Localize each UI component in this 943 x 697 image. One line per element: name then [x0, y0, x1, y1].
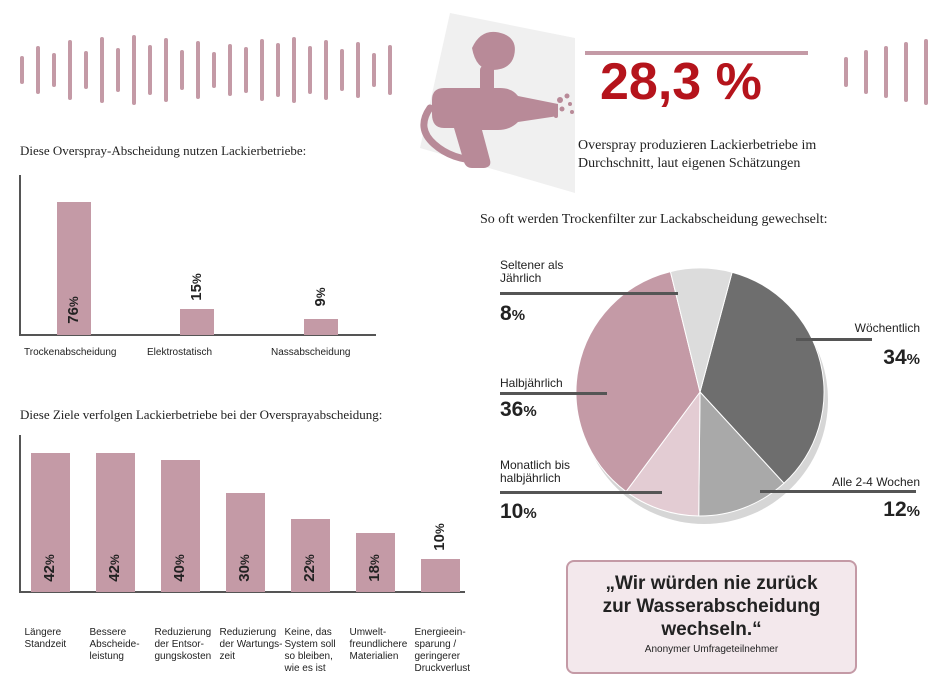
chart1-title: Diese Overspray-Abscheidung nutzen Lacki… — [20, 143, 307, 158]
quote-line3: wechseln.“ — [661, 619, 762, 640]
decorative-bar — [292, 37, 296, 103]
chart1-x-axis — [19, 334, 376, 336]
chart2-category-label: Umwelt-freundlichere Materialien — [349, 627, 408, 662]
chart2-bar-value: 40% — [171, 554, 188, 582]
decorative-bar — [308, 46, 312, 94]
decorative-bar — [132, 35, 136, 105]
chart1-y-axis — [19, 175, 21, 335]
decorative-bar — [864, 50, 868, 94]
chart2-category-label: Reduzierung der Entsor-gungskosten — [154, 627, 212, 662]
chart2-bar — [420, 558, 460, 592]
pie-slice-label: Alle 2-4 Wochen — [832, 475, 920, 489]
decorative-bar — [388, 45, 392, 95]
decorative-bar — [100, 37, 104, 103]
decorative-bar — [340, 49, 344, 91]
chart2-x-axis — [19, 591, 465, 593]
quote-line1: „Wir würden nie zurück — [605, 573, 818, 594]
decorative-bar — [904, 42, 908, 102]
quote-line2: zur Wasserabscheidung — [602, 596, 821, 617]
chart1-category-label: Trockenabscheidung — [24, 347, 117, 358]
chart2: 42% Längere Standzeit 42% Bessere Abscheide-l… — [0, 430, 470, 690]
chart1-category-label: Nassabscheidung — [271, 347, 351, 358]
pie-slice — [698, 390, 785, 517]
decorative-bar — [884, 46, 888, 98]
decorative-bar — [20, 56, 24, 84]
quote-box: „Wir würden nie zurück zur Wasserabschei… — [566, 560, 857, 674]
pie-slice-value: 8% — [500, 302, 526, 325]
spray-gun-icon — [420, 13, 575, 193]
chart2-category-label: Bessere Abscheide-leistung — [89, 627, 140, 662]
decorative-bar — [844, 57, 848, 87]
decorative-bar — [164, 38, 168, 102]
headline-rule — [585, 51, 808, 55]
chart2-category-label: Keine, das System soll so bleiben, wie es i… — [284, 627, 336, 674]
decorative-bar — [116, 48, 120, 92]
chart1-bar — [180, 308, 214, 335]
decorative-bars-right — [830, 0, 943, 110]
chart2-bar — [30, 453, 70, 592]
pie-slice-value: 36% — [500, 398, 537, 421]
decorative-bar — [372, 53, 376, 87]
pie-chart — [570, 262, 840, 542]
decorative-bar — [84, 51, 88, 89]
pie-title: So oft werden Trockenfilter zur Lackabsc… — [480, 212, 828, 227]
pie-slice — [575, 270, 701, 493]
headline-caption-line1: Overspray produzieren Lackierbetriebe im — [578, 138, 817, 153]
decorative-bar — [356, 42, 360, 98]
chart2-y-axis — [19, 435, 21, 593]
chart2-bar-value: 42% — [41, 554, 58, 582]
decorative-bar — [148, 45, 152, 95]
pie-slice-value: 34% — [883, 346, 920, 369]
chart2-bar-value: 22% — [301, 554, 318, 582]
chart1-bar-value: 15% — [188, 273, 205, 301]
chart2-bar — [95, 453, 135, 592]
decorative-bar — [924, 39, 928, 105]
pie-slice — [699, 271, 825, 484]
chart1: 76% Trockenabscheidung 15% Elektrostatisch 9… — [0, 170, 400, 370]
pie-slice-label: Seltener als Jährlich — [500, 258, 564, 285]
chart2-bar-value: 10% — [431, 523, 448, 551]
decorative-bar — [260, 39, 264, 101]
pie-slice-value: 12% — [883, 498, 920, 521]
chart2-bar-value: 30% — [236, 554, 253, 582]
decorative-bar — [36, 46, 40, 94]
pie-slice-value: 10% — [500, 500, 537, 523]
chart2-category-label: Reduzierung der Wartungs-zeit — [219, 627, 283, 662]
chart1-bar-value: 76% — [65, 296, 82, 324]
headline-value: 28,3 % — [600, 53, 762, 111]
chart2-bar-value: 18% — [366, 554, 383, 582]
decorative-bar — [212, 52, 216, 88]
pie-slice-label: Wöchentlich — [854, 321, 920, 335]
chart2-category-label: Energieein-sparung / geringerer Druckverlu… — [414, 627, 471, 674]
decorative-bar — [180, 50, 184, 90]
chart1-bar — [57, 202, 91, 335]
pie-svg — [575, 267, 828, 524]
chart2-bar — [225, 492, 265, 592]
decorative-bar — [68, 40, 72, 100]
decorative-bar — [276, 43, 280, 97]
pie-slice-label: Halbjährlich — [500, 376, 563, 390]
spray-gun-illustration — [410, 8, 580, 193]
chart1-bar-value: 9% — [312, 287, 329, 307]
chart2-bar-value: 42% — [106, 554, 123, 582]
decorative-bar — [196, 41, 200, 99]
chart2-title: Diese Ziele verfolgen Lackierbetriebe be… — [20, 407, 383, 422]
chart2-bar — [160, 459, 200, 592]
decorative-bar — [52, 53, 56, 87]
chart2-bar — [290, 519, 330, 592]
pie-slice — [669, 267, 733, 393]
decorative-bar — [324, 40, 328, 100]
decorative-bar — [244, 47, 248, 93]
decorative-bars-left — [0, 0, 420, 110]
pie-slice-label: Monatlich bis halbjährlich — [500, 458, 571, 485]
chart2-category-label: Längere Standzeit — [24, 627, 67, 650]
decorative-bar — [228, 44, 232, 96]
chart1-category-label: Elektrostatisch — [147, 347, 213, 358]
headline-caption-line2: Durchschnitt, laut eigenen Schätzungen — [578, 156, 801, 171]
chart2-bar — [355, 532, 395, 592]
chart1-bar — [304, 319, 338, 335]
quote-author: Anonymer Umfrageteilnehmer — [644, 644, 779, 655]
